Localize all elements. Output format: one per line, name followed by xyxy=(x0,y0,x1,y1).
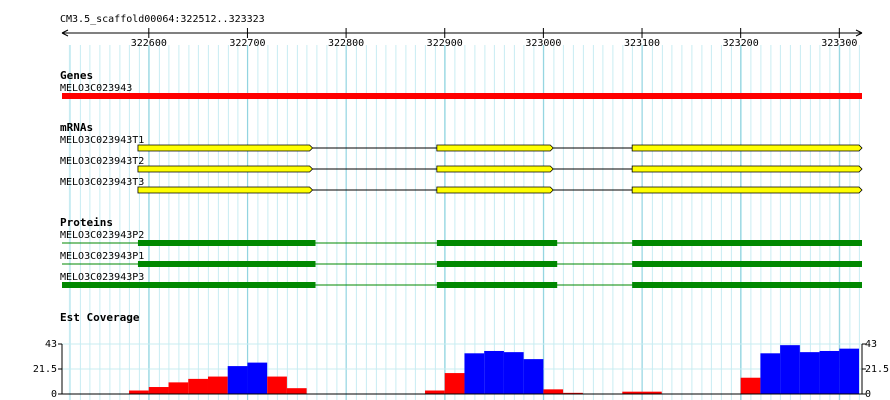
ruler-label: CM3.5_scaffold00064:322512..323323 xyxy=(60,14,265,25)
exon xyxy=(631,144,863,152)
protein-block xyxy=(137,240,316,246)
coverage-bar xyxy=(839,348,860,394)
coverage-bar xyxy=(503,352,524,394)
feature-label: MELO3C023943P2 xyxy=(60,230,144,241)
coverage-bar xyxy=(286,388,307,394)
coverage-bar xyxy=(188,378,208,394)
coverage-bar xyxy=(464,353,485,394)
protein-block xyxy=(137,261,316,267)
exon xyxy=(436,186,554,194)
coverage-bar xyxy=(819,350,840,394)
coverage-bar xyxy=(780,345,800,394)
coverage-bar xyxy=(523,359,544,394)
coverage-bar xyxy=(563,392,583,394)
coverage-bar xyxy=(799,352,820,394)
ruler-tick-label: 322600 xyxy=(131,38,167,49)
exon xyxy=(137,165,314,173)
track-title: Genes xyxy=(60,69,93,82)
exon xyxy=(436,165,554,173)
exon xyxy=(137,186,314,194)
ruler-tick-label: 322800 xyxy=(328,38,364,49)
exon xyxy=(436,144,554,152)
coverage-bar xyxy=(267,376,287,394)
coverage-bar xyxy=(543,389,564,394)
coverage-bar xyxy=(642,391,662,394)
coverage-bar xyxy=(444,373,465,394)
feature-label: MELO3C023943P1 xyxy=(60,251,144,262)
ruler-tick-label: 323200 xyxy=(723,38,759,49)
protein-block xyxy=(632,282,862,288)
feature-label: MELO3C023943P3 xyxy=(60,272,144,283)
gene-bar xyxy=(62,93,862,99)
ruler-tick-label: 322700 xyxy=(229,38,265,49)
protein-block xyxy=(436,240,558,246)
protein-block xyxy=(632,240,862,246)
feature-label: MELO3C023943T2 xyxy=(60,156,144,167)
coverage-bar xyxy=(168,382,189,394)
coverage-tick-label: 0 xyxy=(51,389,57,400)
coverage-tick-label: 0 xyxy=(865,389,871,400)
protein-block xyxy=(62,282,316,288)
coverage-bar xyxy=(425,390,445,394)
feature-label: MELO3C023943T3 xyxy=(60,177,144,188)
coverage-tick-label: 21.5 xyxy=(33,364,57,375)
coverage-bar xyxy=(740,377,761,394)
coverage-bar xyxy=(247,362,268,394)
feature-label: MELO3C023943T1 xyxy=(60,135,144,146)
exon xyxy=(631,186,863,194)
coverage-tick-label: 21.5 xyxy=(865,364,889,375)
ruler-arrows xyxy=(61,29,863,37)
coverage-tick-label: 43 xyxy=(45,339,57,350)
exon xyxy=(631,165,863,173)
protein-block xyxy=(436,282,558,288)
coverage-bar xyxy=(227,366,248,394)
protein-block xyxy=(632,261,862,267)
exon xyxy=(137,144,314,152)
ruler-tick-label: 323100 xyxy=(624,38,660,49)
track-title: Proteins xyxy=(60,216,113,229)
track-title: mRNAs xyxy=(60,121,93,134)
ruler-tick-label: 322900 xyxy=(427,38,463,49)
protein-block xyxy=(436,261,558,267)
coverage-bar xyxy=(484,350,504,394)
coverage-bar xyxy=(622,391,643,394)
coverage-bar xyxy=(129,390,149,394)
feature-label: MELO3C023943 xyxy=(60,83,132,94)
coverage-bar xyxy=(207,376,228,394)
coverage-bar xyxy=(148,387,169,394)
grid-background xyxy=(62,45,862,400)
ruler-tick-label: 323300 xyxy=(821,38,857,49)
ruler-tick-label: 323000 xyxy=(525,38,561,49)
coverage-bar xyxy=(760,353,781,394)
track-title: Est Coverage xyxy=(60,311,140,324)
coverage-tick-label: 43 xyxy=(865,339,877,350)
